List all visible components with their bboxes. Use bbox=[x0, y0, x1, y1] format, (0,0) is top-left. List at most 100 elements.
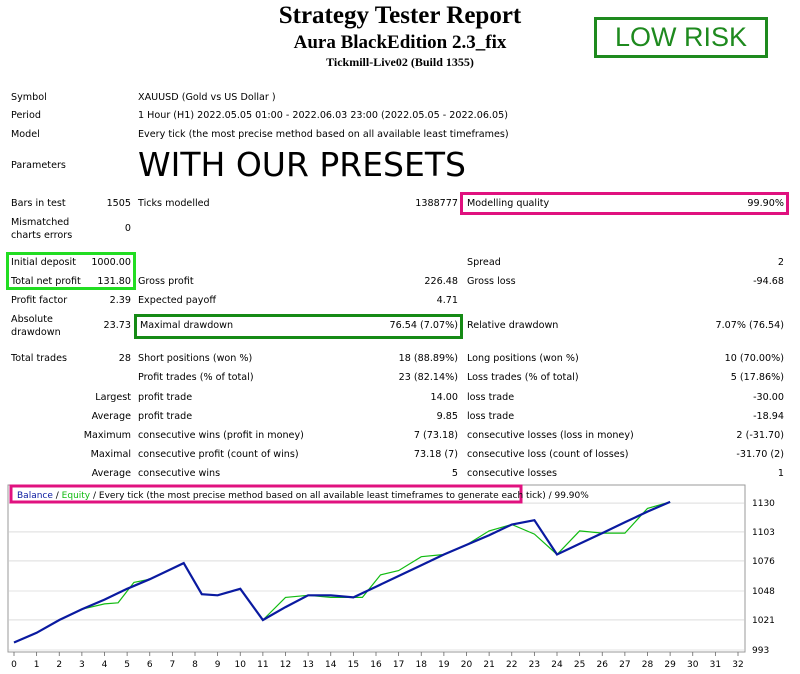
legend-equity: Equity bbox=[62, 491, 91, 501]
average-label: Average bbox=[91, 411, 131, 422]
absolute-drawdown-label-2: drawdown bbox=[11, 327, 61, 338]
largest-profit-value: 14.00 bbox=[430, 392, 458, 403]
modelling-quality-highlight bbox=[460, 192, 789, 215]
period-value: 1 Hour (H1) 2022.05.05 01:00 - 2022.06.0… bbox=[138, 110, 508, 121]
low-risk-badge: LOW RISK bbox=[594, 17, 768, 58]
gross-loss-label: Gross loss bbox=[467, 276, 516, 287]
absolute-drawdown-label: Absolute bbox=[11, 314, 53, 325]
largest-loss-value: -30.00 bbox=[753, 392, 784, 403]
mismatched-value: 0 bbox=[124, 223, 131, 234]
profit-trades-label: Profit trades (% of total) bbox=[138, 372, 254, 383]
spread-label: Spread bbox=[467, 257, 501, 268]
max-consec-profit-label: consecutive profit (count of wins) bbox=[138, 449, 299, 460]
max-drawdown-value: 76.54 (7.07%) bbox=[389, 320, 458, 331]
parameters-value: WITH OUR PRESETS bbox=[138, 145, 466, 184]
max-consec-loss-value: -31.70 (2) bbox=[736, 449, 784, 460]
absolute-drawdown-value: 23.73 bbox=[103, 320, 131, 331]
maximum-label: Maximum bbox=[83, 430, 131, 441]
x-tick-label: 10 bbox=[235, 660, 247, 670]
legend-sep: / bbox=[53, 491, 62, 501]
max-consec-loss-label: consecutive loss (count of losses) bbox=[467, 449, 629, 460]
short-positions-label: Short positions (won %) bbox=[138, 353, 253, 364]
avg-consec-wins-label: consecutive wins bbox=[138, 468, 221, 479]
equity-line bbox=[13, 501, 671, 644]
x-tick-label: 3 bbox=[79, 660, 85, 670]
x-tick-label: 5 bbox=[124, 660, 130, 670]
y-tick-label: 1076 bbox=[752, 557, 775, 567]
spread-value: 2 bbox=[777, 257, 784, 268]
relative-drawdown-value: 7.07% (76.54) bbox=[715, 320, 784, 331]
max-consec-losses-label: consecutive losses (loss in money) bbox=[467, 430, 634, 441]
x-tick-label: 0 bbox=[11, 660, 17, 670]
chart-grid bbox=[8, 502, 745, 651]
x-tick-label: 17 bbox=[393, 660, 404, 670]
y-tick-label: 1130 bbox=[752, 499, 775, 509]
x-tick-label: 6 bbox=[147, 660, 153, 670]
ea-name: Aura BlackEdition 2.3_fix bbox=[293, 32, 507, 53]
bars-label: Bars in test bbox=[11, 198, 66, 209]
x-tick-label: 27 bbox=[619, 660, 630, 670]
ticks-label: Ticks modelled bbox=[138, 198, 210, 209]
quality-label: Modelling quality bbox=[467, 198, 550, 209]
average-loss-value: -18.94 bbox=[753, 411, 784, 422]
largest-profit-label: profit trade bbox=[138, 392, 193, 403]
ticks-value: 1388777 bbox=[415, 198, 458, 209]
bars-value: 1505 bbox=[106, 198, 131, 209]
x-tick-label: 19 bbox=[438, 660, 450, 670]
x-tick-label: 26 bbox=[597, 660, 609, 670]
y-axis-ticks: 993 1021 1048 1076 1103 1130 bbox=[752, 499, 775, 656]
net-profit-label: Total net profit bbox=[11, 276, 81, 287]
x-tick-label: 22 bbox=[506, 660, 517, 670]
x-tick-label: 25 bbox=[574, 660, 585, 670]
report-title: Strategy Tester Report bbox=[278, 2, 522, 29]
x-tick-label: 30 bbox=[687, 660, 699, 670]
y-tick-label: 1021 bbox=[752, 616, 775, 626]
mismatched-label: Mismatched bbox=[11, 217, 70, 228]
period-label: Period bbox=[11, 110, 41, 121]
average2-label: Average bbox=[91, 468, 131, 479]
avg-consec-losses-label: consecutive losses bbox=[467, 468, 557, 479]
balance-line bbox=[13, 500, 671, 644]
max-consec-profit-value: 73.18 (7) bbox=[413, 449, 458, 460]
x-tick-label: 18 bbox=[416, 660, 428, 670]
model-label: Model bbox=[11, 129, 40, 140]
server-build: Tickmill-Live02 (Build 1355) bbox=[326, 55, 474, 69]
chart-frame bbox=[7, 484, 746, 653]
maximal-label: Maximal bbox=[90, 449, 131, 460]
symbol-label: Symbol bbox=[11, 92, 47, 103]
profit-factor-value: 2.39 bbox=[109, 295, 131, 306]
legend-rest: / Every tick (the most precise method ba… bbox=[90, 491, 589, 501]
relative-drawdown-label: Relative drawdown bbox=[467, 320, 559, 331]
x-tick-label: 29 bbox=[664, 660, 676, 670]
x-tick-label: 9 bbox=[215, 660, 221, 670]
y-tick-label: 993 bbox=[752, 646, 769, 656]
mismatched-label-2: charts errors bbox=[11, 230, 73, 241]
x-tick-label: 32 bbox=[732, 660, 743, 670]
average-profit-value: 9.85 bbox=[436, 411, 458, 422]
short-positions-value: 18 (88.89%) bbox=[398, 353, 458, 364]
largest-loss-label: loss trade bbox=[467, 392, 515, 403]
x-tick-label: 2 bbox=[56, 660, 62, 670]
y-tick-label: 1048 bbox=[752, 587, 775, 597]
x-tick-label: 4 bbox=[102, 660, 108, 670]
profit-trades-value: 23 (82.14%) bbox=[398, 372, 458, 383]
max-consec-wins-label: consecutive wins (profit in money) bbox=[138, 430, 304, 441]
expected-payoff-label: Expected payoff bbox=[138, 295, 216, 306]
x-tick-label: 1 bbox=[34, 660, 40, 670]
model-value: Every tick (the most precise method base… bbox=[138, 129, 509, 140]
deposit-value: 1000.00 bbox=[91, 257, 131, 268]
x-tick-label: 24 bbox=[551, 660, 563, 670]
loss-trades-value: 5 (17.86%) bbox=[730, 372, 784, 383]
x-tick-label: 12 bbox=[280, 660, 291, 670]
x-tick-label: 14 bbox=[325, 660, 337, 670]
deposit-profit-highlight bbox=[6, 252, 136, 290]
gross-profit-label: Gross profit bbox=[138, 276, 194, 287]
gross-loss-value: -94.68 bbox=[753, 276, 784, 287]
x-tick-label: 31 bbox=[710, 660, 721, 670]
x-tick-label: 28 bbox=[642, 660, 654, 670]
x-tick-label: 20 bbox=[461, 660, 473, 670]
x-tick-label: 21 bbox=[483, 660, 494, 670]
average-profit-label: profit trade bbox=[138, 411, 193, 422]
loss-trades-label: Loss trades (% of total) bbox=[467, 372, 579, 383]
parameters-label: Parameters bbox=[11, 160, 66, 171]
